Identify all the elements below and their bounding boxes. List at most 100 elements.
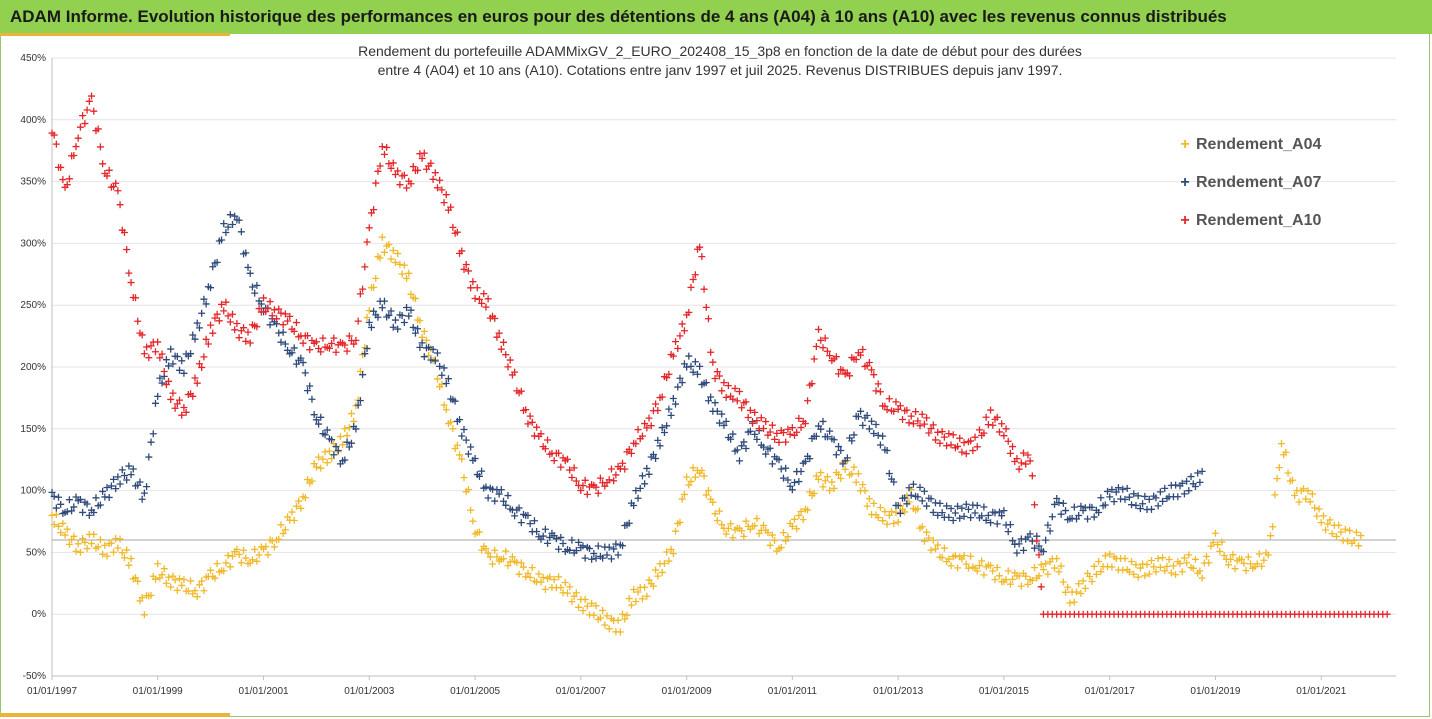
data-point-a04 xyxy=(991,576,999,584)
data-point-a04 xyxy=(1295,498,1303,506)
data-point-a07 xyxy=(854,413,862,421)
data-point-a07 xyxy=(120,472,128,480)
data-point-a07 xyxy=(317,413,325,421)
data-point-a04 xyxy=(575,603,583,611)
data-point-a10 xyxy=(689,275,697,283)
data-point-a07 xyxy=(711,399,719,407)
data-point-a04 xyxy=(958,555,966,563)
data-point-a07 xyxy=(857,407,865,415)
data-point-a04 xyxy=(945,555,953,563)
data-point-a07 xyxy=(387,307,395,315)
data-point-a04 xyxy=(672,527,680,535)
data-point-a10 xyxy=(502,351,510,359)
data-point-a10 xyxy=(325,344,333,352)
data-point-a10 xyxy=(687,283,695,291)
data-point-a07 xyxy=(768,460,776,468)
data-point-a04 xyxy=(740,532,748,540)
data-point-a10 xyxy=(817,336,825,344)
x-tick-label: 01/01/2011 xyxy=(768,686,818,697)
data-point-a04 xyxy=(927,546,935,554)
data-point-a07 xyxy=(198,309,206,317)
data-point-a04 xyxy=(1313,512,1321,520)
data-point-a07 xyxy=(901,494,909,502)
data-point-a10 xyxy=(890,407,898,415)
data-point-a07 xyxy=(1090,513,1098,521)
data-point-a07 xyxy=(1128,501,1136,509)
data-point-a04 xyxy=(319,455,327,463)
data-point-a04 xyxy=(753,515,761,523)
data-point-a10 xyxy=(537,430,545,438)
data-point-a04 xyxy=(1341,525,1349,533)
x-tick-label: 01/01/2001 xyxy=(239,686,289,697)
data-point-a04 xyxy=(669,550,677,558)
header-bar: ADAM Informe. Evolution historique des p… xyxy=(0,0,1432,34)
data-point-a07 xyxy=(306,382,314,390)
data-point-a07 xyxy=(753,435,761,443)
data-point-a04 xyxy=(806,488,814,496)
data-point-a10 xyxy=(812,342,820,350)
data-point-a10 xyxy=(85,97,93,105)
data-point-a07 xyxy=(1062,507,1070,515)
data-point-a04 xyxy=(630,585,638,593)
data-point-a04 xyxy=(63,525,71,533)
data-point-a10 xyxy=(1000,432,1008,440)
data-point-a07 xyxy=(189,331,197,339)
data-point-a07 xyxy=(304,387,312,395)
data-point-a04 xyxy=(861,487,869,495)
data-point-a04 xyxy=(1302,495,1310,503)
data-point-a04 xyxy=(841,465,849,473)
data-point-a07 xyxy=(905,484,913,492)
data-point-a07 xyxy=(938,509,946,517)
data-point-a07 xyxy=(123,476,131,484)
data-point-a10 xyxy=(733,397,741,405)
data-point-a04 xyxy=(583,602,591,610)
data-point-a07 xyxy=(784,476,792,484)
data-point-a04 xyxy=(1042,560,1050,568)
data-point-a07 xyxy=(1004,528,1012,536)
data-point-a07 xyxy=(312,416,320,424)
data-point-a04 xyxy=(901,508,909,516)
data-point-a04 xyxy=(1282,448,1290,456)
data-point-a07 xyxy=(136,478,144,486)
legend-marker-a10: + xyxy=(1180,212,1190,229)
data-point-a10 xyxy=(473,284,481,292)
data-point-a04 xyxy=(570,592,578,600)
data-point-a10 xyxy=(876,388,884,396)
data-point-a07 xyxy=(1084,515,1092,523)
data-point-a07 xyxy=(775,456,783,464)
data-point-a04 xyxy=(363,313,371,321)
data-point-a07 xyxy=(85,511,93,519)
y-tick-label: 250% xyxy=(20,300,46,311)
data-point-a04 xyxy=(1039,566,1047,574)
data-point-a10 xyxy=(374,167,382,175)
data-point-a04 xyxy=(1044,570,1052,578)
data-point-a04 xyxy=(1229,551,1237,559)
data-point-a07 xyxy=(68,507,76,515)
data-point-a04 xyxy=(1075,580,1083,588)
data-point-a10 xyxy=(678,320,686,328)
data-point-a04 xyxy=(987,561,995,569)
data-point-a07 xyxy=(1048,513,1056,521)
data-point-a07 xyxy=(603,551,611,559)
data-point-a04 xyxy=(1169,562,1177,570)
data-point-a07 xyxy=(391,316,399,324)
data-point-a07 xyxy=(837,447,845,455)
data-point-a10 xyxy=(281,310,289,318)
data-point-a10 xyxy=(116,201,124,209)
data-point-a07 xyxy=(716,419,724,427)
data-point-a04 xyxy=(125,561,133,569)
data-point-a04 xyxy=(760,521,768,529)
y-tick-label: 400% xyxy=(20,115,46,126)
data-point-a07 xyxy=(740,438,748,446)
data-point-a10 xyxy=(883,406,891,414)
data-point-a07 xyxy=(962,500,970,508)
data-point-a07 xyxy=(167,345,175,353)
data-point-a04 xyxy=(605,625,613,633)
data-point-a10 xyxy=(839,366,847,374)
data-point-a07 xyxy=(222,229,230,237)
data-point-a07 xyxy=(173,353,181,361)
data-point-a04 xyxy=(1176,560,1184,568)
data-point-a10 xyxy=(328,339,336,347)
data-point-a07 xyxy=(665,405,673,413)
data-point-a07 xyxy=(72,493,80,501)
